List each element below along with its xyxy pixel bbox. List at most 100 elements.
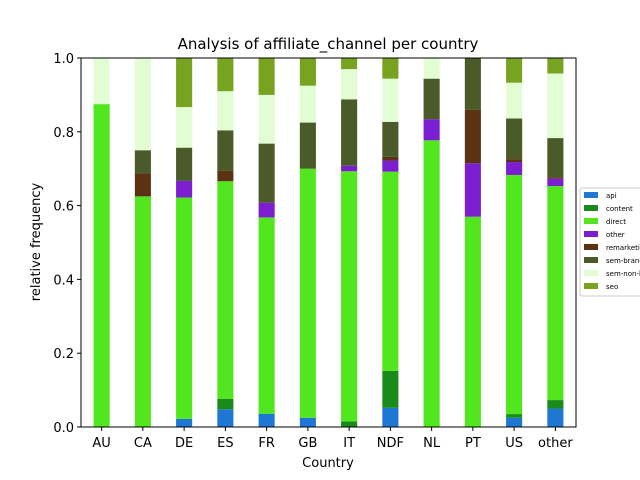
- bar-ES-remarketing: [217, 170, 234, 182]
- legend-swatch-other: [584, 231, 598, 237]
- bar-DE-sem-brand: [176, 147, 193, 181]
- bar-GB-sem-brand: [299, 122, 316, 169]
- bar-other-sem-brand: [547, 138, 564, 178]
- y-axis: 0.0 0.2 0.4 0.6 0.8 1.0: [53, 52, 81, 436]
- legend-swatch-seo: [584, 283, 598, 289]
- bar-other-api: [547, 408, 564, 427]
- bar-FR-seo: [258, 58, 275, 95]
- y-tick-label: 0.4: [53, 273, 74, 288]
- bar-FR-api: [258, 413, 275, 427]
- legend-label-other: other: [606, 231, 625, 239]
- bar-GB-seo: [299, 58, 316, 86]
- bar-NL-sem-non-brand: [423, 58, 440, 79]
- x-tick-label: ES: [217, 436, 233, 451]
- bar-other-other: [547, 178, 564, 187]
- bar-US-sem-brand: [506, 118, 523, 160]
- legend-swatch-content: [584, 205, 598, 211]
- y-tick-label: 0.2: [53, 347, 74, 362]
- bar-FR-direct: [258, 217, 275, 414]
- x-tick-label: DE: [175, 436, 193, 451]
- x-tick-label: IT: [343, 436, 355, 451]
- plot-frame: [80, 57, 577, 428]
- bar-other-seo: [547, 58, 564, 74]
- bar-other-remarketing: [547, 177, 564, 179]
- bar-IT-sem-brand: [341, 99, 358, 166]
- y-tick-label: 0.6: [53, 200, 74, 215]
- bar-PT-direct: [464, 216, 481, 427]
- x-axis: AU CA DE ES FR GB IT NDF NL PT US other: [92, 427, 573, 451]
- bar-NL-direct: [423, 140, 440, 428]
- bar-GB-direct: [299, 168, 316, 418]
- x-tick-label: FR: [258, 436, 275, 451]
- bar-NDF-remarketing: [382, 156, 399, 161]
- bar-ES-api: [217, 409, 234, 427]
- x-tick-label: NL: [423, 436, 441, 451]
- bar-AU-direct: [93, 104, 110, 427]
- legend-items: api content direct other remarketing sem-bran…: [584, 192, 640, 291]
- bar-CA-sem-brand: [134, 150, 151, 174]
- bar-ES-seo: [217, 58, 234, 92]
- y-axis-label: relative frequency: [29, 183, 44, 302]
- bar-ES-content: [217, 398, 234, 410]
- y-tick-label: 0.0: [53, 421, 74, 436]
- bar-IT-seo: [341, 58, 358, 70]
- bar-US-content: [506, 414, 523, 418]
- bar-FR-other: [258, 202, 275, 218]
- x-tick-label: US: [505, 436, 523, 451]
- legend-swatch-api: [584, 192, 598, 198]
- bar-IT-direct: [341, 171, 358, 422]
- legend: api content direct other remarketing sem-bran…: [579, 187, 640, 297]
- y-tick-label: 0.8: [53, 126, 74, 141]
- bar-US-sem-non-brand: [506, 82, 523, 119]
- bar-IT-other: [341, 165, 358, 172]
- bar-NL-sem-brand: [423, 78, 440, 120]
- x-axis-label: Country: [302, 456, 354, 471]
- bar-CA-direct: [134, 196, 151, 427]
- x-tick-label: AU: [92, 436, 110, 451]
- bar-CA-sem-non-brand: [134, 58, 151, 151]
- bar-IT-sem-non-brand: [341, 69, 358, 100]
- bar-ES-direct: [217, 181, 234, 399]
- bar-NDF-sem-non-brand: [382, 78, 399, 122]
- bar-GB-api: [299, 417, 316, 427]
- bar-US-remarketing: [506, 159, 523, 163]
- bar-PT-sem-brand: [464, 58, 481, 110]
- bar-other-content: [547, 400, 564, 409]
- chart-title: Analysis of affiliate_channel per countr…: [178, 35, 479, 54]
- x-tick-label: other: [538, 436, 573, 451]
- bar-NDF-direct: [382, 171, 399, 371]
- bar-FR-sem-brand: [258, 143, 275, 203]
- legend-swatch-sem-brand: [584, 257, 598, 263]
- legend-swatch-direct: [584, 218, 598, 224]
- bar-PT-remarketing: [464, 109, 481, 164]
- plot-bars: [93, 58, 564, 428]
- legend-label-seo: seo: [606, 283, 618, 291]
- bar-GB-sem-non-brand: [299, 85, 316, 123]
- bar-US-other: [506, 162, 523, 175]
- bar-other-direct: [547, 186, 564, 401]
- legend-label-remarketing: remarketing: [606, 244, 640, 252]
- bar-US-direct: [506, 174, 523, 415]
- bar-FR-sem-non-brand: [258, 94, 275, 144]
- bar-IT-content: [341, 421, 358, 427]
- bar-DE-other: [176, 180, 193, 198]
- legend-label-content: content: [606, 205, 633, 213]
- bar-DE-direct: [176, 197, 193, 419]
- bar-AU-sem-non-brand: [93, 58, 110, 105]
- y-tick-label: 1.0: [53, 52, 74, 67]
- legend-label-sem-non-brand: sem-non-brand: [606, 270, 640, 278]
- legend-label-api: api: [606, 192, 617, 200]
- bar-ES-sem-non-brand: [217, 91, 234, 131]
- bar-US-api: [506, 417, 523, 427]
- legend-label-direct: direct: [606, 218, 626, 226]
- bar-DE-sem-non-brand: [176, 107, 193, 148]
- bar-NDF-seo: [382, 58, 399, 79]
- bar-ES-sem-brand: [217, 130, 234, 171]
- bar-NDF-api: [382, 407, 399, 427]
- legend-label-sem-brand: sem-brand: [606, 257, 640, 265]
- x-tick-label: GB: [298, 436, 317, 451]
- bar-NDF-sem-brand: [382, 121, 399, 157]
- bar-PT-other: [464, 163, 481, 217]
- x-tick-label: NDF: [377, 436, 404, 451]
